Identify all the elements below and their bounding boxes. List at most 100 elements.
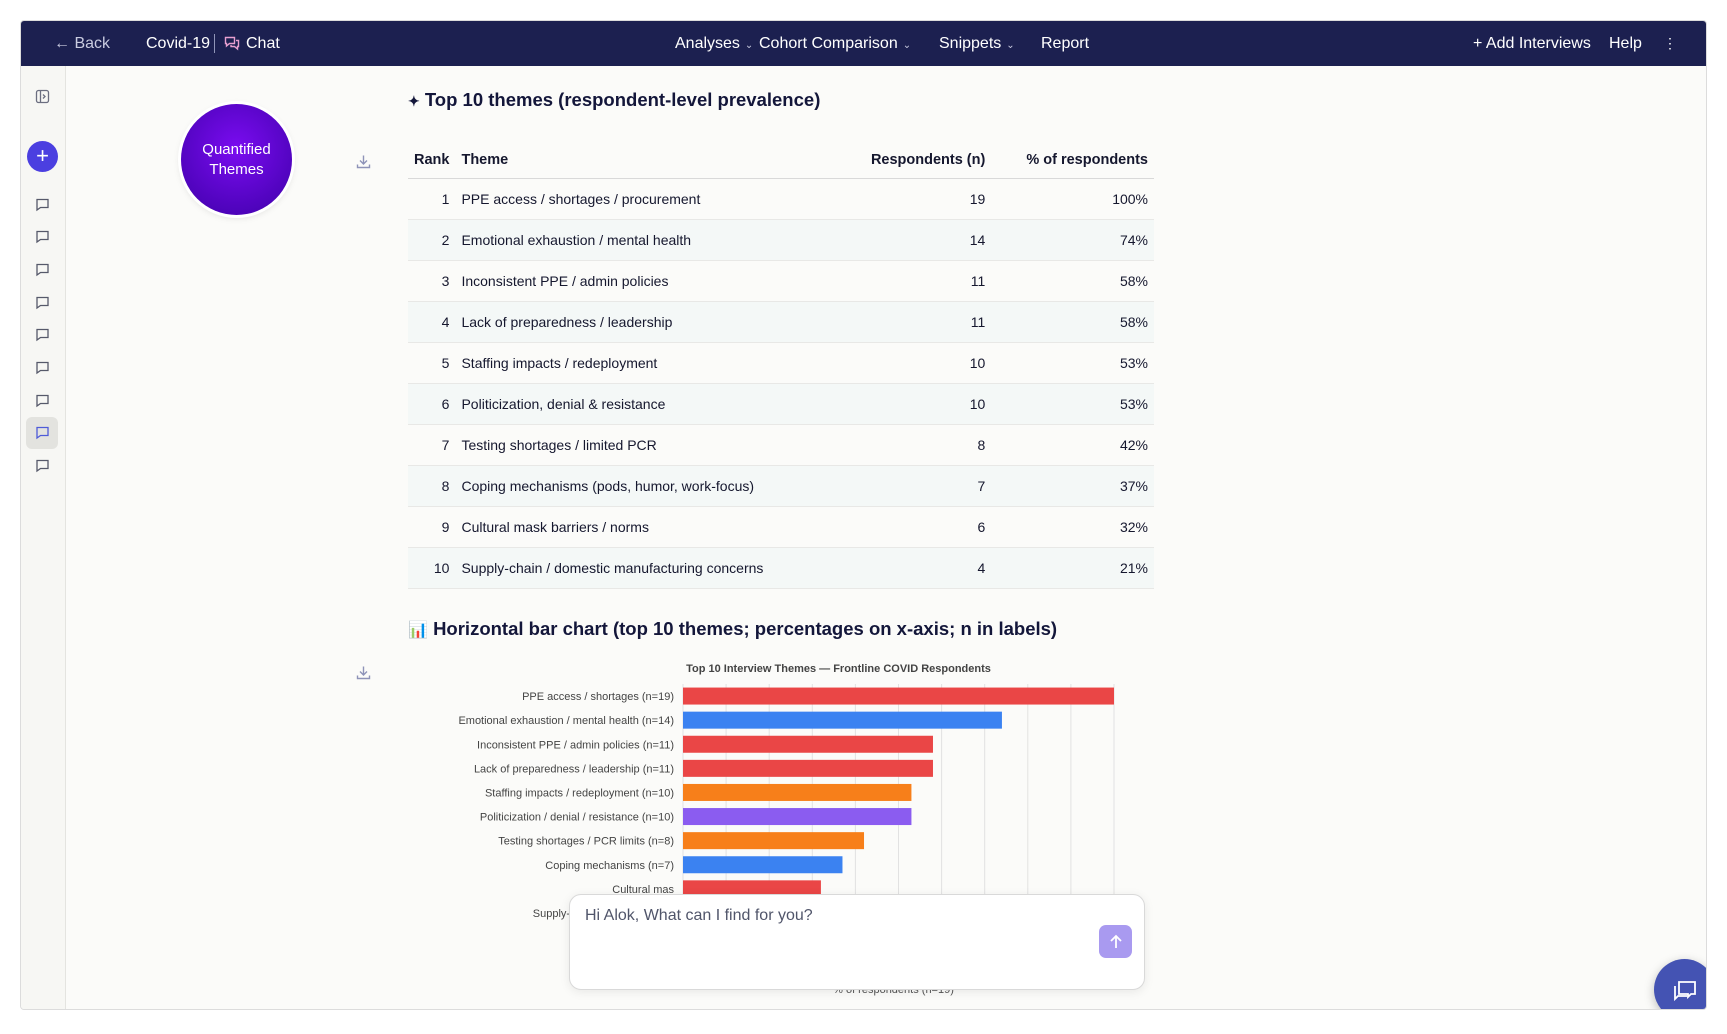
bar-category-label: Emotional exhaustion / mental health (n=… [458,715,674,727]
chart-bar [683,808,912,826]
sidebar-toggle-icon[interactable] [26,80,58,112]
table-row: 9 Cultural mask barriers / norms 6 32% [408,506,1154,548]
cell-percent: 100% [991,178,1154,220]
title-divider [214,34,215,53]
nav-analyses[interactable]: Analyses ⌄ [675,21,753,66]
back-button[interactable]: ← Back [54,21,110,66]
chat-input[interactable] [585,907,1065,925]
add-interviews-button[interactable]: + Add Interviews [1473,35,1591,52]
bar-category-label: Politicization / denial / resistance (n=… [480,812,674,824]
cell-theme: Testing shortages / limited PCR [455,424,838,466]
cell-rank: 1 [408,178,456,220]
chat-bubble-icon [35,231,49,244]
table-row: 8 Coping mechanisms (pods, humor, work-fo… [408,465,1154,507]
chat-bubble-icon [35,361,49,375]
cell-theme: Emotional exhaustion / mental health [455,219,838,261]
cell-percent: 37% [991,465,1154,507]
chat-input-box[interactable] [569,894,1145,990]
cell-rank: 10 [408,547,456,589]
download-icon[interactable] [356,154,371,174]
chat-support-icon [1673,980,1696,1001]
chat-label: Chat [246,35,280,52]
bar-category-label: Cultural mas [612,884,674,896]
bar-category-label: PPE access / shortages (n=19) [522,691,674,703]
help-link[interactable]: Help [1609,35,1642,52]
table-body: 1 PPE access / shortages / procurement 19 1… [408,178,1154,589]
bar-category-label: Testing shortages / PCR limits (n=8) [498,836,674,848]
sidebar-chat-item[interactable] [26,450,58,482]
chevron-down-icon: ⌄ [902,40,912,51]
cell-respondents: 8 [837,424,992,466]
chevron-down-icon: ⌄ [1006,40,1015,51]
table-row: 3 Inconsistent PPE / admin policies 11 58% [408,260,1154,302]
table-row: 1 PPE access / shortages / procurement 19 1… [408,178,1154,220]
sidebar-chat-item[interactable] [26,352,58,384]
chat-bubble-icon [35,198,49,211]
chat-bubble-icon [35,427,49,440]
chat-bubble-icon [35,329,49,342]
sidebar-chat-item[interactable] [26,221,58,253]
chart-title-text: Horizontal bar chart (top 10 themes; per… [433,618,1058,639]
cell-rank: 9 [408,506,456,548]
table-row: 5 Staffing impacts / redeployment 10 53% [408,342,1154,384]
left-sidebar: + [21,66,66,1009]
sidebar-chat-item[interactable] [26,286,58,318]
table-row: 7 Testing shortages / limited PCR 8 42% [408,424,1154,466]
chat-mode[interactable]: Chat [224,21,280,66]
cell-theme: Inconsistent PPE / admin policies [455,260,838,302]
bar-category-label: Inconsistent PPE / admin policies (n=11) [477,739,674,751]
chart-bar [683,735,933,753]
table-row: 10 Supply-chain / domestic manufacturing … [408,547,1154,589]
bar-category-label: Staffing impacts / redeployment (n=10) [485,787,674,799]
nav-report[interactable]: Report [1041,35,1090,52]
cell-respondents: 7 [837,465,992,507]
chart-section-title: 📊 Horizontal bar chart (top 10 themes; p… [408,618,1057,640]
more-menu-icon[interactable]: ⋮ [1663,35,1677,51]
cell-rank: 3 [408,260,456,302]
cell-respondents: 10 [837,342,992,384]
header-percent: % of respondents [991,143,1154,179]
top-navigation-bar: ← Back Covid-19 Chat Analyses ⌄ Cohort Co… [21,21,1706,66]
nav-snippets-label: Snippets [939,35,1002,52]
header-respondents: Respondents (n) [837,143,992,179]
cell-percent: 53% [991,383,1154,425]
sidebar-chat-item[interactable] [26,188,58,220]
nav-snippets[interactable]: Snippets ⌄ [939,21,1015,66]
nav-cohort-comparison[interactable]: Cohort Comparison ⌄ [759,21,911,66]
quantified-themes-badge: Quantified Themes [181,104,292,215]
chart-bar [683,783,912,801]
new-chat-button[interactable]: + [27,141,58,172]
cell-percent: 74% [991,219,1154,261]
cell-respondents: 14 [837,219,992,261]
cell-percent: 58% [991,301,1154,343]
bar-category-label: Lack of preparedness / leadership (n=11) [474,763,674,775]
cell-theme: Supply-chain / domestic manufacturing co… [455,547,838,589]
sidebar-chat-item[interactable] [26,319,58,351]
cell-respondents: 4 [837,547,992,589]
send-button[interactable] [1099,925,1132,958]
nav-cohort-comparison-label: Cohort Comparison [759,35,898,52]
chart-bar [683,687,1114,705]
support-chat-button[interactable] [1654,959,1706,1009]
bar-chart-icon: 📊 [408,622,428,639]
chat-bubbles-icon [224,36,240,51]
chat-bubble-icon [35,296,49,309]
cell-respondents: 10 [837,383,992,425]
horizontal-bar-chart: Top 10 Interview Themes — Frontline COVI… [458,663,1115,996]
cell-rank: 7 [408,424,456,466]
download-icon[interactable] [356,665,371,685]
cell-percent: 42% [991,424,1154,466]
sidebar-chat-item[interactable] [26,384,58,416]
chat-bubble-icon [35,263,49,277]
cell-theme: Politicization, denial & resistance [455,383,838,425]
cell-percent: 32% [991,506,1154,548]
table-title-text: Top 10 themes (respondent-level prevalen… [424,89,821,110]
sidebar-chat-item[interactable] [26,253,58,285]
table-row: 2 Emotional exhaustion / mental health 14 7… [408,219,1154,261]
sidebar-chat-item[interactable] [26,416,58,449]
table-header-row: Rank Theme Respondents (n) % of responde… [408,143,1154,179]
cell-theme: Cultural mask barriers / norms [455,506,838,548]
chat-bubble-icon [35,459,49,473]
cell-theme: Lack of preparedness / leadership [455,301,838,343]
project-name[interactable]: Covid-19 [146,35,211,52]
